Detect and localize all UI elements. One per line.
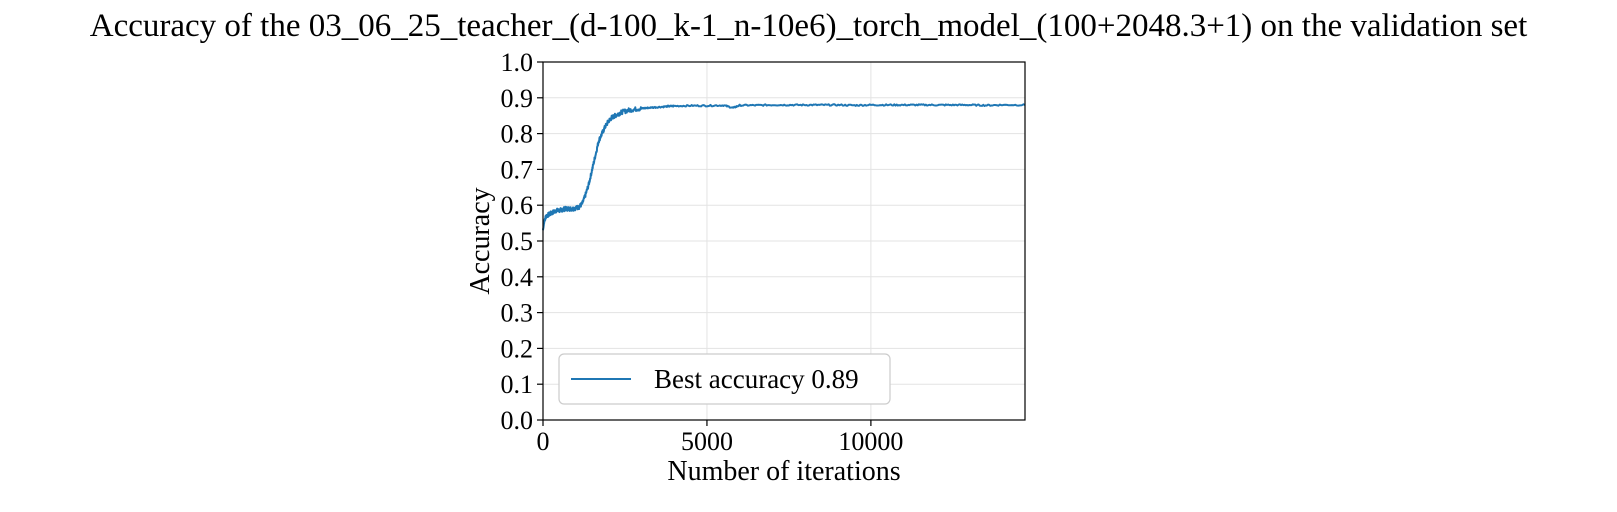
y-tick-label: 1.0 [501,48,534,77]
y-tick-label: 0.2 [501,334,534,363]
x-tick-label: 0 [537,427,550,456]
y-axis-label: Accuracy [465,187,496,294]
chart-title: Accuracy of the 03_06_25_teacher_(d-100_… [89,8,1528,44]
y-tick-label: 0.6 [501,191,534,220]
y-tick-label: 0.7 [501,155,534,184]
x-axis-label: Number of iterations [667,456,900,487]
axis-ticks: 0.0 0.1 0.2 0.3 0.4 0.5 0.6 0.7 0.8 0.9 1.0 0 5000 10… [501,48,904,456]
y-tick-label: 0.0 [501,406,534,435]
x-tick-label: 5000 [681,427,733,456]
plot-lines [542,103,1026,231]
y-tick-label: 0.8 [501,120,534,149]
y-tick-label: 0.9 [501,84,534,113]
legend-label: Best accuracy 0.89 [654,364,859,394]
y-tick-label: 0.5 [501,227,534,256]
x-tick-label: 10000 [838,427,903,456]
series-line [542,103,1026,231]
y-tick-label: 0.4 [501,263,534,292]
legend-box [558,353,891,405]
y-tick-label: 0.3 [501,299,534,328]
legend: Best accuracy 0.89 [558,353,891,405]
y-tick-label: 0.1 [501,370,534,399]
